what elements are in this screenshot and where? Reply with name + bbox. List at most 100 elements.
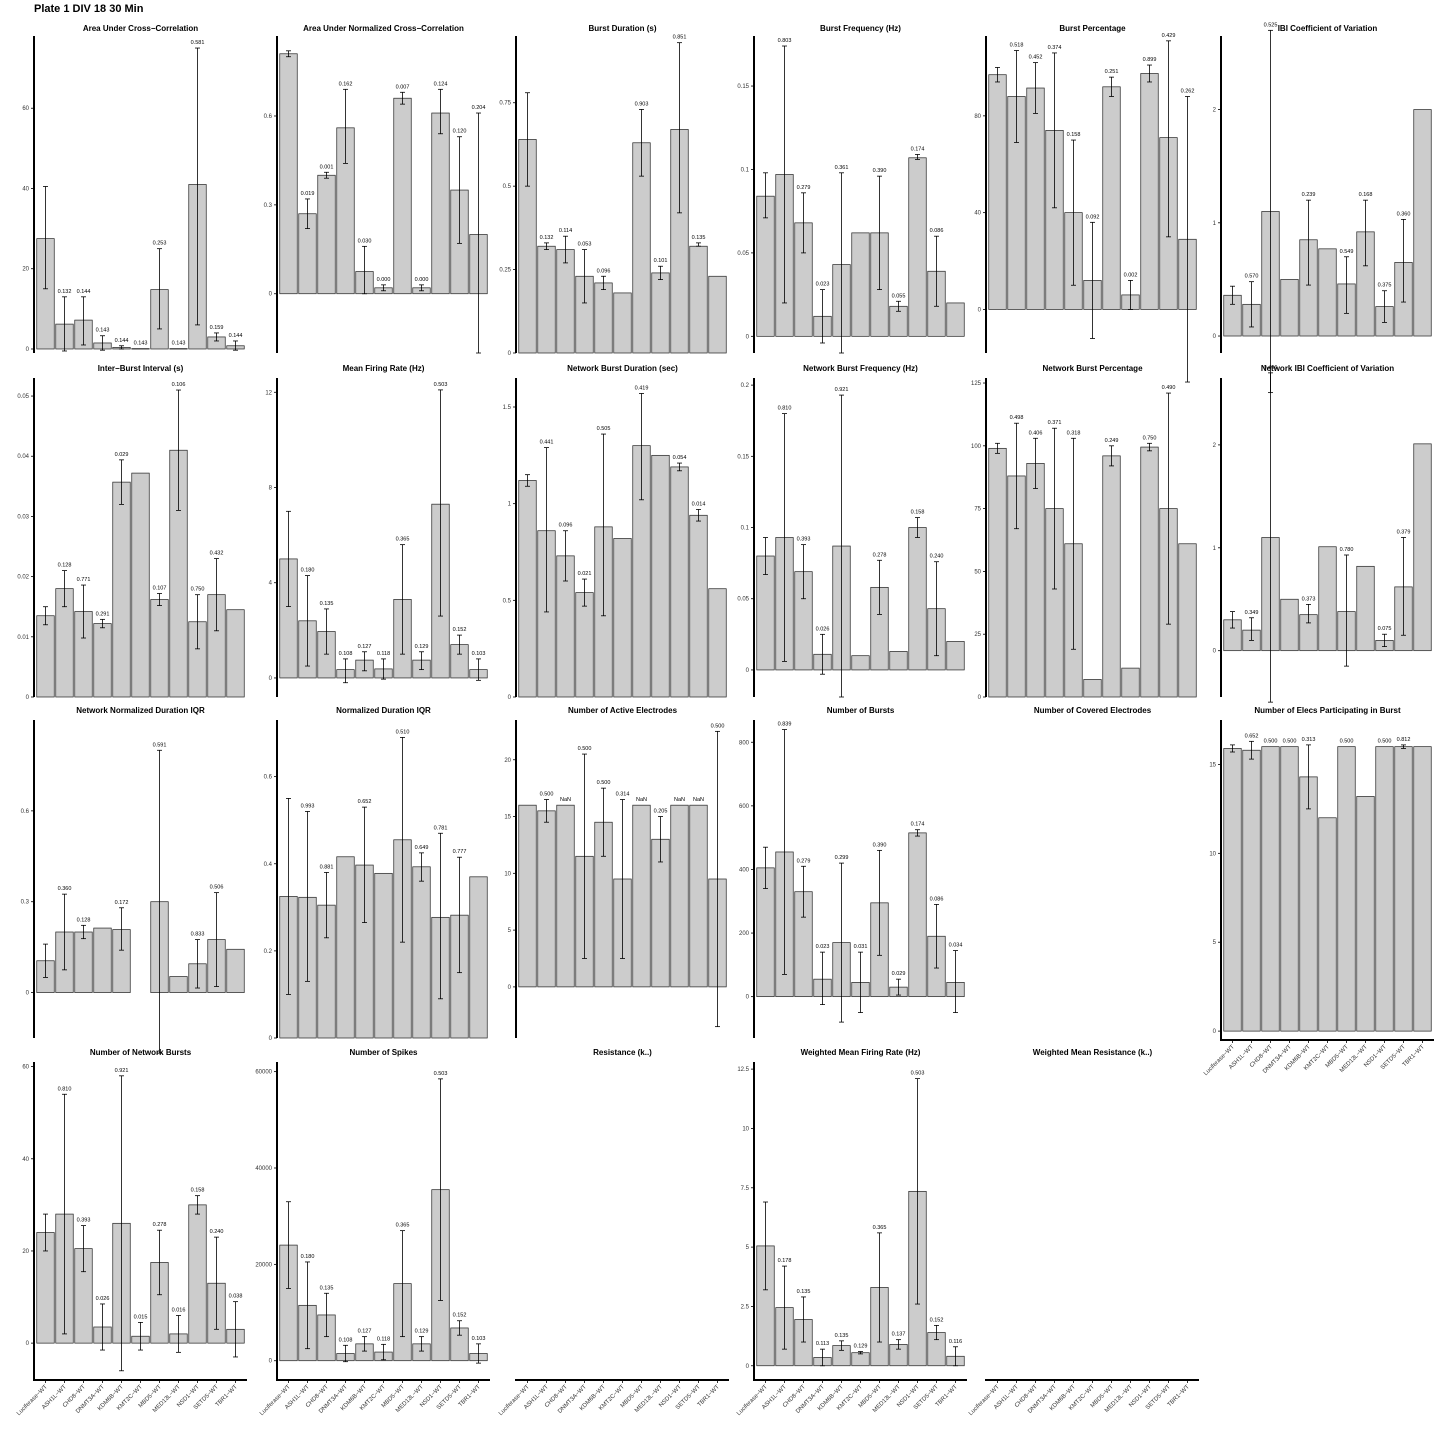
p-value-label: 0.135 (692, 235, 706, 241)
p-value-label: 0.500 (1264, 739, 1278, 745)
p-value-label: 0.500 (597, 780, 611, 786)
p-value-label: 0.812 (1397, 737, 1411, 743)
p-value-label: 0.023 (816, 282, 830, 288)
bar (1102, 86, 1121, 310)
p-value-label: 0.374 (1048, 45, 1062, 51)
chart-panel-9: Network Burst Duration (sec) 0 0.5 1 1.5 0.44… (503, 364, 727, 701)
p-value-label: 0.239 (1302, 192, 1316, 198)
p-value-label: 0.152 (930, 1317, 944, 1323)
y-tick-label: 12 (265, 390, 272, 396)
p-value-label: 0.132 (540, 235, 554, 241)
p-value-label: 0.490 (1162, 385, 1176, 391)
chart-panel-16: Number of Bursts 0 200 400 600 800 0.839 0.279 0… (739, 706, 965, 1038)
bar (431, 112, 450, 295)
y-tick-label: 0.04 (17, 454, 29, 460)
p-value-label: 0.349 (1245, 610, 1259, 616)
p-value-label: 0.851 (673, 35, 687, 41)
bar (74, 931, 93, 993)
x-tick-label: Luciferase−WT (16, 1384, 49, 1417)
y-tick-label: 0.05 (17, 394, 29, 400)
y-tick-label: 0.6 (21, 809, 30, 815)
bar (946, 641, 965, 671)
p-value-label: 0.503 (911, 1071, 925, 1077)
p-value-label: 0.016 (172, 1307, 186, 1313)
p-value-label: 0.771 (77, 577, 91, 583)
p-value-label: 0.810 (778, 406, 792, 412)
y-tick-label: 80 (974, 114, 981, 120)
bar (851, 655, 870, 671)
y-tick-label: 0.2 (741, 383, 750, 389)
y-tick-label: 50 (974, 569, 981, 575)
bar (1102, 455, 1121, 698)
p-value-label: 0.135 (320, 1285, 334, 1291)
x-tick-label: Luciferase−WT (498, 1384, 531, 1417)
p-value-label: 0.128 (58, 563, 72, 569)
p-value-label: 0.549 (1340, 249, 1354, 255)
chart-panel-18: Number of Elecs Participating in Burst 0 5… (1203, 706, 1434, 1077)
y-tick-label: 5 (746, 1245, 750, 1251)
p-value-label: 0.291 (96, 611, 110, 617)
y-tick-label: 0.5 (503, 184, 512, 190)
p-value-label: 0.506 (210, 885, 224, 891)
y-tick-label: 40000 (255, 1166, 272, 1172)
p-value-label: 0.086 (930, 896, 944, 902)
bar (689, 514, 708, 698)
p-value-label: 0.152 (453, 1313, 467, 1319)
p-value-label: 0.019 (301, 191, 315, 197)
bar (908, 157, 927, 337)
p-value-label: 0.361 (835, 165, 849, 171)
y-tick-label: 40 (22, 1157, 29, 1163)
bar (1356, 796, 1375, 1032)
p-value-label: 0.249 (1105, 438, 1119, 444)
y-tick-label: 0 (508, 985, 512, 991)
panel-title: Number of Elecs Participating in Burst (1254, 706, 1401, 715)
chart-panel-7: Inter−Burst Interval (s) 0 0.01 0.02 0.03 0.0… (17, 364, 245, 701)
p-value-label: 0.204 (472, 105, 486, 111)
bar (889, 651, 908, 671)
bar (908, 527, 927, 671)
bar (393, 97, 412, 295)
p-value-label: 0.143 (134, 341, 148, 347)
p-value-label: 0.525 (1264, 22, 1278, 28)
bar (131, 348, 150, 350)
p-value-label: 0.007 (396, 84, 410, 90)
bar (336, 856, 355, 1039)
p-value-label: 0.129 (854, 1344, 868, 1350)
bar (412, 866, 431, 1039)
p-value-label: NaN (560, 797, 571, 803)
bar (1280, 598, 1299, 652)
y-tick-label: 0.6 (264, 775, 273, 781)
bar (1261, 746, 1280, 1032)
p-value-label: 0.162 (339, 81, 353, 87)
p-value-label: 0.143 (96, 328, 110, 334)
y-tick-label: 0.2 (264, 949, 273, 955)
bar (374, 872, 393, 1039)
p-value-label: 0.124 (434, 81, 448, 87)
p-value-label: 0.144 (229, 333, 243, 339)
p-value-label: 0.120 (453, 129, 467, 135)
p-value-label: 0.278 (153, 1222, 167, 1228)
p-value-label: 0.001 (320, 164, 334, 170)
p-value-label: 0.500 (540, 792, 554, 798)
p-value-label: 0.406 (1029, 430, 1043, 436)
panel-title: Network Normalized Duration IQR (76, 706, 205, 715)
bar (226, 609, 245, 698)
y-tick-label: 2.5 (741, 1304, 750, 1310)
panel-title: Number of Bursts (827, 706, 895, 715)
bar (150, 599, 169, 698)
p-value-label: 0.159 (210, 325, 224, 331)
y-tick-label: 7.5 (741, 1186, 750, 1192)
p-value-label: 0.505 (597, 426, 611, 432)
x-tick-label: Luciferase−WT (968, 1384, 1001, 1417)
bar (851, 1352, 870, 1367)
y-tick-label: 0.75 (499, 101, 511, 107)
bar (1299, 776, 1318, 1032)
bar (518, 804, 537, 988)
p-value-label: 0.881 (320, 864, 334, 870)
p-value-label: 0.000 (415, 277, 429, 283)
panel-title: Network Burst Percentage (1042, 364, 1143, 373)
panel-title: Number of Network Bursts (90, 1048, 192, 1057)
p-value-label: 0.498 (1010, 415, 1024, 421)
panel-title: Number of Active Electrodes (568, 706, 678, 715)
bar (1121, 667, 1140, 698)
